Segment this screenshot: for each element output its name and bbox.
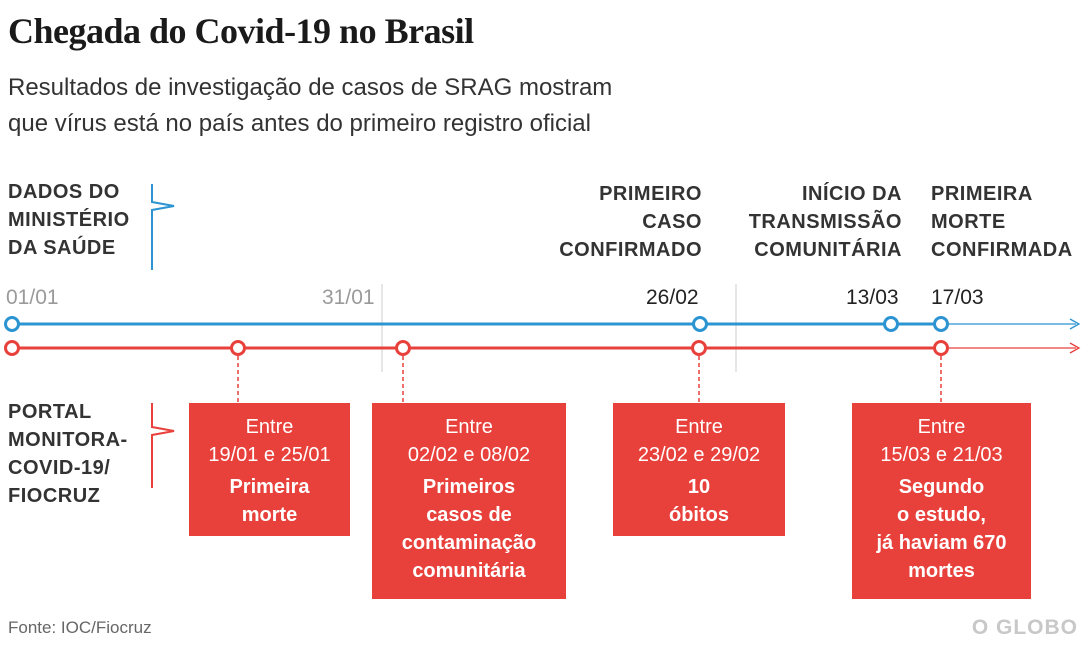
event-first-case-label: PRIMEIRO CASO CONFIRMADO [559,183,702,261]
date-label: 26/02 [646,286,699,309]
date-label: 17/03 [931,286,984,309]
page-subtitle: Resultados de investigação de casos de S… [8,70,612,142]
fiocruz-dot-2 [395,340,411,356]
fiocruz-dot-4 [933,340,949,356]
ministerio-dot-start [4,316,20,332]
fiocruz-dot-start [4,340,20,356]
fiocruz-dot-3 [691,340,707,356]
event-community-transmission-label: INÍCIO DA TRANSMISSÃO COMUNITÁRIA [748,183,902,261]
date-label: 31/01 [322,286,375,309]
event-box: Entre 15/03 e 21/03 Segundo o estudo, já… [852,403,1031,599]
fiocruz-arrowhead [1069,342,1081,354]
ministerio-dot-17-03 [933,316,949,332]
ministerio-label: DADOS DO MINISTÉRIO DA SAÚDE [8,181,130,259]
event-box: Entre 02/02 e 08/02 Primeiros casos de c… [372,403,566,599]
subtitle-line: que vírus está no país antes do primeiro… [8,110,591,137]
date-label: 01/01 [6,286,59,309]
event-box: Entre 23/02 e 29/02 10 óbitos [613,403,785,536]
fiocruz-bracket [151,403,175,488]
fiocruz-dot-1 [230,340,246,356]
page-title: Chegada do Covid-19 no Brasil [8,11,474,51]
ministerio-dot-26-02 [692,316,708,332]
event-box: Entre 19/01 e 25/01 Primeira morte [189,403,350,536]
subtitle-line: Resultados de investigação de casos de S… [8,74,613,101]
ministerio-bracket [151,184,175,270]
source-note: Fonte: IOC/Fiocruz [8,618,152,637]
ministerio-arrowhead [1069,318,1081,330]
event-first-death-label: PRIMEIRA MORTE CONFIRMADA [931,183,1073,261]
date-label: 13/03 [846,286,899,309]
ministerio-dot-13-03 [883,316,899,332]
publisher-logo: O GLOBO [971,616,1078,639]
fiocruz-label: PORTAL MONITORA- COVID-19/ FIOCRUZ [8,401,128,507]
